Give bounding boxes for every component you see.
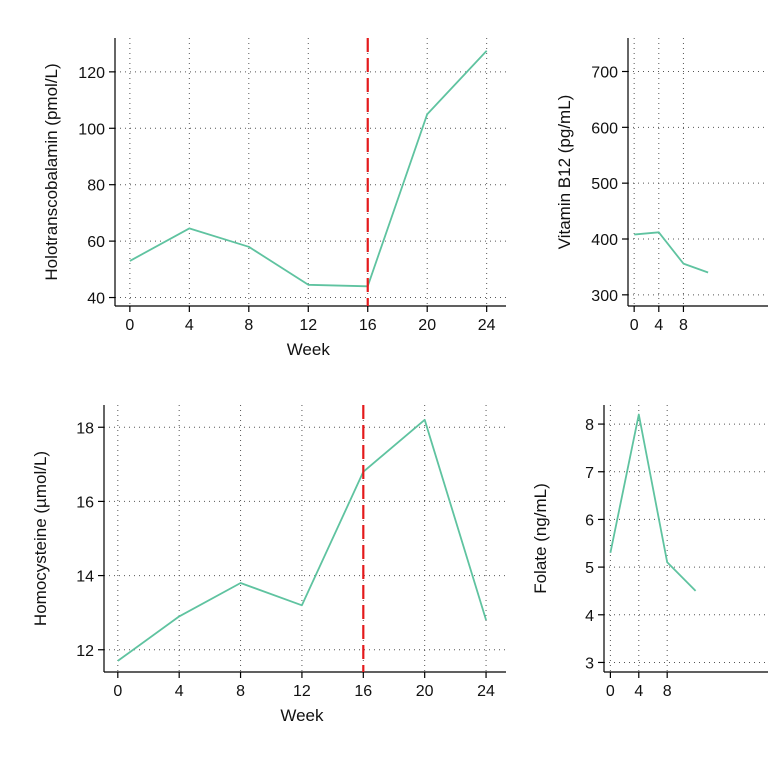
y-axis-label: Holotranscobalamin (pmol/L)	[42, 63, 61, 280]
series-line	[634, 231, 709, 274]
x-tick-label: 20	[418, 317, 436, 334]
x-tick-label: 4	[175, 683, 184, 700]
y-axis-label: Homocysteine (µmol/L)	[31, 451, 50, 626]
x-tick-label: 0	[606, 683, 615, 700]
x-tick-label: 4	[634, 683, 643, 700]
x-tick-label: 16	[359, 317, 377, 334]
series-line	[117, 418, 487, 662]
x-tick-label: 0	[125, 317, 134, 334]
y-tick-label: 500	[591, 176, 618, 193]
x-tick-label: 4	[654, 317, 663, 334]
y-tick-label: 6	[585, 512, 594, 529]
y-tick-label: 120	[78, 65, 105, 82]
x-tick-label: 12	[299, 317, 317, 334]
y-tick-label: 7	[585, 465, 594, 482]
y-tick-label: 400	[591, 232, 618, 249]
chart-panel-2: 0 4 8 300 400 500 600 700 Vitamin B12 (pg/mL)	[555, 38, 768, 334]
y-tick-label: 300	[591, 288, 618, 305]
x-tick-label: 8	[236, 683, 245, 700]
y-tick-label: 3	[585, 655, 594, 672]
y-tick-label: 80	[87, 178, 105, 195]
x-tick-label: 0	[113, 683, 122, 700]
y-tick-label: 14	[76, 569, 94, 586]
y-tick-label: 12	[76, 643, 94, 660]
y-tick-label: 5	[585, 560, 594, 577]
y-tick-label: 8	[585, 417, 594, 434]
x-tick-label: 8	[679, 317, 688, 334]
chart-panel-3: 0 4 8 12 16 20 24 12 14 16 18 Week Homocysteine (µmo…	[31, 405, 506, 725]
x-tick-label: 8	[244, 317, 253, 334]
y-tick-label: 600	[591, 120, 618, 137]
y-tick-label: 100	[78, 121, 105, 138]
chart-panel-1: 0 4 8 12 16 20 24 40 60 80 100 120 Week Holotranscoba…	[42, 38, 506, 359]
x-tick-label: 0	[630, 317, 639, 334]
y-tick-label: 18	[76, 420, 94, 437]
x-tick-label: 24	[478, 317, 496, 334]
series-line	[129, 50, 488, 288]
chart-panel-4: 0 4 8 3 4 5 6 7 8 Folate (ng/mL)	[531, 405, 768, 700]
x-tick-label: 16	[354, 683, 372, 700]
x-axis-label: Week	[280, 706, 324, 725]
x-axis-label: Week	[287, 340, 331, 359]
x-tick-label: 8	[663, 683, 672, 700]
series-line	[609, 413, 697, 592]
x-tick-label: 4	[185, 317, 194, 334]
y-tick-label: 700	[591, 65, 618, 82]
y-axis-label: Vitamin B12 (pg/mL)	[555, 95, 574, 250]
y-tick-label: 60	[87, 234, 105, 251]
x-tick-label: 24	[477, 683, 495, 700]
y-tick-label: 16	[76, 494, 94, 511]
y-axis-label: Folate (ng/mL)	[531, 483, 550, 594]
y-tick-label: 40	[87, 291, 105, 308]
x-tick-label: 12	[293, 683, 311, 700]
x-tick-label: 20	[416, 683, 434, 700]
y-tick-label: 4	[585, 608, 594, 625]
